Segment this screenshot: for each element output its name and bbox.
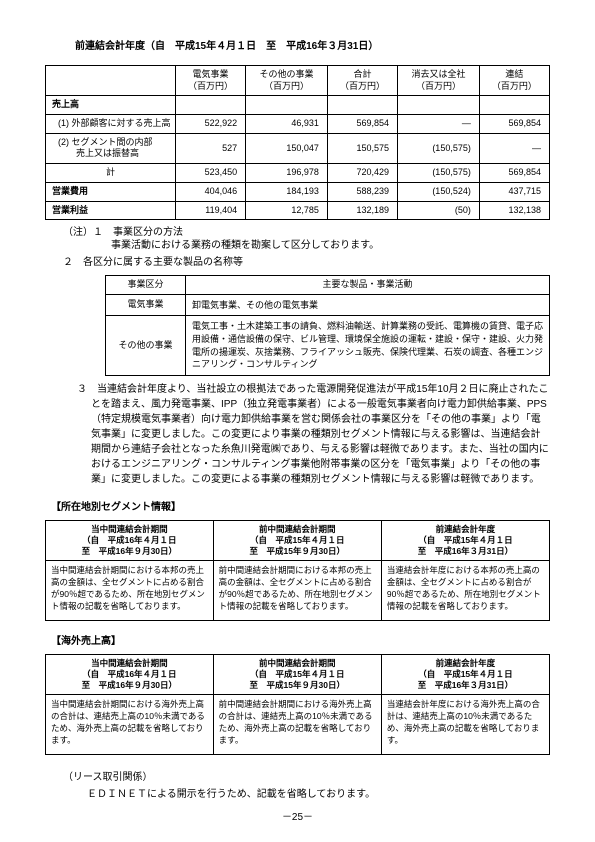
t1-cell: 184,193 — [246, 182, 328, 201]
t3-body: 当中間連結会計期間における海外売上高の合計は、連結売上高の10％未満であるため、… — [46, 695, 214, 755]
t1-row-label: 営業利益 — [46, 201, 176, 220]
t3-header: 当中間連結会計期間 （自 平成16年４月１日 至 平成16年９月30日） — [46, 520, 214, 560]
t3-body: 当連結会計年度における海外売上高の合計は、連結売上高の10％未満であるため、海外… — [382, 695, 550, 755]
t1-cell: 569,854 — [327, 115, 397, 134]
t2-label: その他の事業 — [106, 316, 186, 375]
t1-row-label: (1) 外部顧客に対する売上高 — [46, 115, 176, 134]
page-title: 前連結会計年度（自 平成15年４月１日 至 平成16年３月31日） — [75, 40, 550, 53]
t3-body: 当中間連結会計期間における本邦の売上高の金額は、全セグメントに占める割合が90％… — [46, 560, 214, 620]
t3-body: 前中間連結会計期間における本邦の売上高の金額は、全セグメントに占める割合が90％… — [214, 560, 382, 620]
t1-row-label: 売上高 — [46, 96, 176, 115]
t1-cell: 132,138 — [479, 201, 549, 220]
t1-row-label: (2) セグメント間の内部 売上又は振替高 — [46, 133, 176, 163]
t1-header-cell: 合計 （百万円） — [327, 66, 397, 96]
t3-header: 前連結会計年度 （自 平成15年４月１日 至 平成16年３月31日） — [382, 520, 550, 560]
note-1b: 事業活動における業務の種類を勘案して区分しております。 — [51, 239, 550, 252]
t1-cell: 523,450 — [176, 164, 246, 183]
t3-header: 当中間連結会計期間 （自 平成16年４月１日 至 平成16年９月30日） — [46, 654, 214, 694]
t1-cell — [398, 96, 480, 115]
t1-cell: (150,575) — [398, 164, 480, 183]
t1-cell: (150,575) — [398, 133, 480, 163]
t1-row-label: 計 — [46, 164, 176, 183]
lease-heading: （リース取引関係） — [63, 771, 550, 784]
t1-cell: 527 — [176, 133, 246, 163]
note-2: ２ 各区分に属する主要な製品の名称等 — [51, 256, 550, 269]
t1-cell — [176, 96, 246, 115]
t1-cell: 150,575 — [327, 133, 397, 163]
note-1: （注）１ 事業区分の方法 — [51, 226, 550, 239]
t1-cell: (50) — [398, 201, 480, 220]
t1-header-cell: 連結 （百万円） — [479, 66, 549, 96]
t1-cell — [246, 96, 328, 115]
t2-h1: 事業区分 — [106, 276, 186, 295]
t1-cell — [327, 96, 397, 115]
t1-cell: 522,922 — [176, 115, 246, 134]
t2-desc: 電気工事・土木建築工事の請負、燃料油輸送、計算業務の受託、電算機の賃貸、電子応用… — [186, 316, 550, 375]
page-number: －25－ — [45, 811, 550, 824]
t2-label: 電気事業 — [106, 294, 186, 316]
t1-cell: — — [398, 115, 480, 134]
lease-section: （リース取引関係） ＥＤＩＮＥＴによる開示を行うため、記載を省略しております。 — [63, 771, 550, 801]
t1-cell: 404,046 — [176, 182, 246, 201]
t3-header: 前中間連結会計期間 （自 平成15年４月１日 至 平成15年９月30日） — [214, 654, 382, 694]
t1-header-cell: 電気事業 （百万円） — [176, 66, 246, 96]
notes: （注）１ 事業区分の方法 事業活動における業務の種類を勘案して区分しております。… — [51, 226, 550, 269]
t3-header: 前中間連結会計期間 （自 平成15年４月１日 至 平成15年９月30日） — [214, 520, 382, 560]
note-3-wrap: ３ 当連結会計年度より、当社設立の根拠法であった電源開発促進法が平成15年10月… — [51, 382, 550, 487]
t1-cell: 132,189 — [327, 201, 397, 220]
t1-cell: — — [479, 133, 549, 163]
t3-body: 前中間連結会計期間における海外売上高の合計は、連結売上高の10％未満であるため、… — [214, 695, 382, 755]
t1-header-cell: その他の事業 （百万円） — [246, 66, 328, 96]
t3-body: 当連結会計年度における本邦の売上高の金額は、全セグメントに占める割合が90％超で… — [382, 560, 550, 620]
t1-cell: 12,785 — [246, 201, 328, 220]
section-location: 【所在地別セグメント情報】 — [51, 501, 550, 514]
t1-cell: 720,429 — [327, 164, 397, 183]
t1-header-cell: 消去又は全社 （百万円） — [398, 66, 480, 96]
segment-table: 電気事業 （百万円）その他の事業 （百万円）合計 （百万円）消去又は全社 （百万… — [45, 65, 550, 220]
note-3: ３ 当連結会計年度より、当社設立の根拠法であった電源開発促進法が平成15年10月… — [51, 382, 550, 487]
t1-header-cell — [46, 66, 176, 96]
t1-cell — [479, 96, 549, 115]
t1-cell: 119,404 — [176, 201, 246, 220]
section-overseas: 【海外売上高】 — [51, 635, 550, 648]
overseas-sales-table: 当中間連結会計期間 （自 平成16年４月１日 至 平成16年９月30日）当中間連… — [45, 654, 550, 755]
t1-cell: 46,931 — [246, 115, 328, 134]
t2-desc: 卸電気事業、その他の電気事業 — [186, 294, 550, 316]
t1-cell: 196,978 — [246, 164, 328, 183]
lease-body: ＥＤＩＮＥＴによる開示を行うため、記載を省略しております。 — [87, 788, 550, 801]
t1-cell: 150,047 — [246, 133, 328, 163]
t1-cell: 437,715 — [479, 182, 549, 201]
t1-row-label: 営業費用 — [46, 182, 176, 201]
location-segment-table: 当中間連結会計期間 （自 平成16年４月１日 至 平成16年９月30日）当中間連… — [45, 520, 550, 621]
t1-cell: (150,524) — [398, 182, 480, 201]
t3-header: 前連結会計年度 （自 平成15年４月１日 至 平成16年３月31日） — [382, 654, 550, 694]
t1-cell: 588,239 — [327, 182, 397, 201]
t2-h2: 主要な製品・事業活動 — [186, 276, 550, 295]
business-category-table: 事業区分 主要な製品・事業活動 電気事業卸電気事業、その他の電気事業その他の事業… — [105, 275, 550, 376]
t1-cell: 569,854 — [479, 164, 549, 183]
t1-cell: 569,854 — [479, 115, 549, 134]
